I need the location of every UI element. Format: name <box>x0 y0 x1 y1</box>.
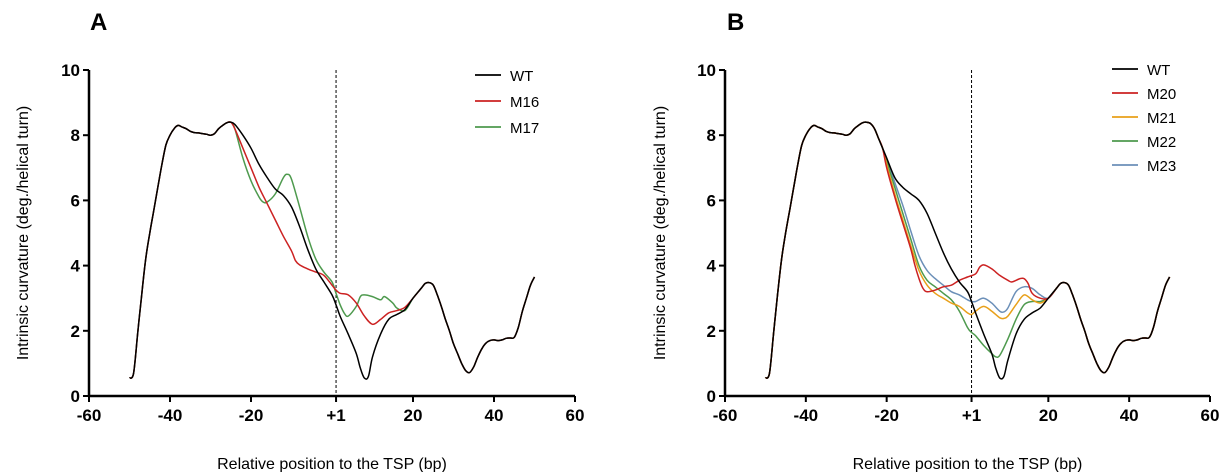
y-tick-label: 8 <box>71 126 80 145</box>
x-axis-title: Relative position to the TSP (bp) <box>853 456 1083 472</box>
x-tick-label: +1 <box>962 406 981 425</box>
legend-label: M20 <box>1147 86 1176 103</box>
y-axis-title: Intrinsic curvature (deg./helical turn) <box>15 106 32 360</box>
legend-item-wt: WT <box>475 68 533 85</box>
legend-item-wt: WT <box>1112 62 1170 79</box>
x-tick-label: 40 <box>1120 406 1139 425</box>
y-tick-label: 4 <box>707 257 717 276</box>
x-tick-label: 20 <box>1039 406 1058 425</box>
series-lines <box>764 121 1171 380</box>
panel-b: B 0 2 4 6 8 10 -60 -40 -20 +1 20 40 60 Relative positi… <box>652 9 1219 472</box>
y-axis-title: Intrinsic curvature (deg./helical turn) <box>652 106 669 360</box>
legend-label: WT <box>1147 62 1170 79</box>
y-tick-label: 10 <box>697 61 716 80</box>
y-tick-label: 2 <box>707 322 716 341</box>
legend-label: WT <box>510 68 533 85</box>
legend-item-m22: M22 <box>1112 134 1176 151</box>
series-line-wt <box>128 121 536 380</box>
y-tick-label: 6 <box>707 191 716 210</box>
legend-item-m21: M21 <box>1112 110 1176 127</box>
x-tick-label: -40 <box>794 406 819 425</box>
y-tick-label: 0 <box>71 387 80 406</box>
y-tick-label: 6 <box>71 191 80 210</box>
panel-letter: B <box>727 9 744 36</box>
series-line-m20 <box>764 121 1171 379</box>
legend-label: M23 <box>1147 158 1176 175</box>
y-tick-label: 10 <box>61 61 80 80</box>
series-lines <box>128 121 536 380</box>
series-line-wt <box>764 121 1171 380</box>
legend-item-m16: M16 <box>475 94 539 111</box>
legend-label: M22 <box>1147 134 1176 151</box>
x-tick-label: -60 <box>713 406 738 425</box>
x-tick-label: -60 <box>77 406 102 425</box>
legend-item-m20: M20 <box>1112 86 1176 103</box>
series-line-m21 <box>764 121 1171 379</box>
y-tick-label: 0 <box>707 387 716 406</box>
x-axis-title: Relative position to the TSP (bp) <box>217 456 447 472</box>
x-tick-label: +1 <box>326 406 345 425</box>
legend-label: M16 <box>510 94 539 111</box>
legend-label: M17 <box>510 120 539 137</box>
legend: WT M20 M21 M22 M23 <box>1112 62 1176 175</box>
legend: WT M16 M17 <box>475 68 539 137</box>
legend-item-m23: M23 <box>1112 158 1176 175</box>
y-tick-label: 4 <box>71 257 81 276</box>
x-tick-label: -20 <box>239 406 264 425</box>
series-line-m23 <box>764 121 1171 379</box>
series-line-m22 <box>764 121 1171 379</box>
x-tick-label: 20 <box>404 406 423 425</box>
legend-item-m17: M17 <box>475 120 539 137</box>
y-tick-label: 8 <box>707 126 716 145</box>
x-tick-label: -20 <box>874 406 899 425</box>
y-tick-label: 2 <box>71 322 80 341</box>
x-tick-label: 40 <box>485 406 504 425</box>
x-tick-label: -40 <box>158 406 183 425</box>
x-tick-label: 60 <box>1201 406 1220 425</box>
legend-label: M21 <box>1147 110 1176 127</box>
panel-a: A 0 2 4 6 8 10 -60 -40 -20 +1 20 40 60 Relative positi… <box>15 9 584 472</box>
panel-letter: A <box>90 9 107 36</box>
series-line-m16 <box>128 121 536 379</box>
x-tick-label: 60 <box>566 406 585 425</box>
series-line-m17 <box>128 121 536 379</box>
